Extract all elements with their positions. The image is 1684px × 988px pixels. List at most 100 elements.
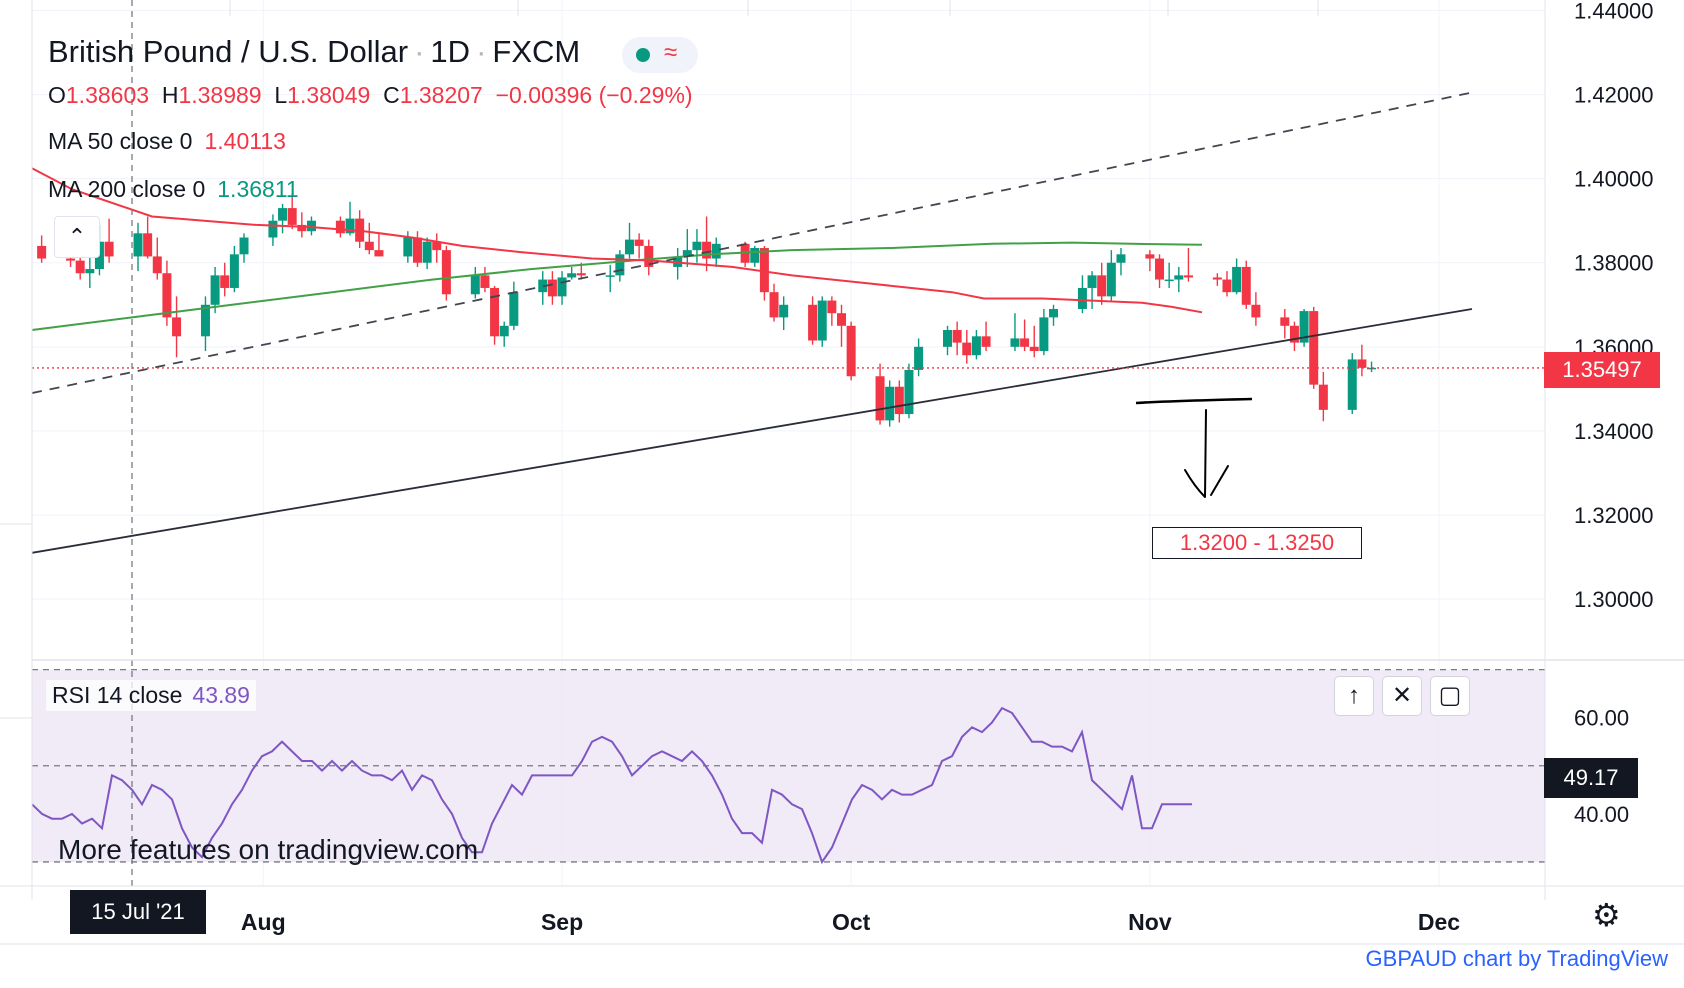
candle-body	[85, 269, 95, 274]
ohlc-values: O1.38603 H1.38989 L1.38049 C1.38207 −0.0…	[48, 82, 693, 108]
collapse-legend-button[interactable]: ⌃	[54, 216, 100, 258]
candle	[538, 271, 548, 305]
candle	[1318, 372, 1328, 422]
maximize-pane-button[interactable]: ▢	[1430, 676, 1470, 716]
candle-body	[210, 275, 220, 305]
ma200-legend[interactable]: MA 200 close 0 1.36811	[48, 176, 299, 202]
candle	[172, 296, 182, 358]
candle-body	[808, 304, 818, 341]
price-series	[37, 193, 1377, 427]
ma50-legend[interactable]: MA 50 close 0 1.40113	[48, 128, 286, 154]
candle	[1232, 258, 1242, 295]
candle-body	[567, 273, 577, 278]
candle-body	[605, 275, 615, 277]
candle	[143, 216, 153, 259]
price-tick-label: 1.38000	[1574, 251, 1654, 276]
ma50-value: 1.40113	[204, 128, 286, 154]
candle	[297, 212, 307, 238]
interval[interactable]: 1D	[430, 34, 471, 69]
time-tick-label: Oct	[832, 909, 871, 935]
upper-trendline	[31, 91, 1473, 394]
target-range-label[interactable]: 1.3200 - 1.3250	[1152, 527, 1362, 559]
candle	[759, 245, 769, 301]
candle-body	[644, 245, 654, 267]
moving-averages	[31, 167, 1203, 331]
candle	[846, 321, 856, 381]
candle	[1116, 248, 1126, 276]
candle	[875, 363, 885, 425]
candle-body	[66, 258, 76, 261]
candle-body	[702, 241, 712, 259]
candle-body	[509, 292, 519, 326]
watermark[interactable]: More features on tradingview.com	[58, 834, 479, 865]
candle-body	[172, 317, 182, 337]
candle	[1222, 271, 1232, 297]
candle	[470, 266, 480, 299]
candle	[1280, 308, 1290, 339]
candle-body	[1222, 279, 1232, 293]
candle	[547, 271, 557, 305]
candle-body	[1347, 359, 1357, 410]
crosshair-date-tag: 15 Jul '21	[70, 890, 206, 934]
candle	[1289, 321, 1299, 352]
candle-body	[1251, 304, 1261, 318]
candle	[769, 283, 779, 322]
down-arrow	[1184, 409, 1229, 498]
rsi-band	[32, 669, 1545, 862]
candle-body	[345, 218, 355, 234]
close-pane-button[interactable]: ✕	[1382, 676, 1422, 716]
candle-body	[634, 239, 644, 246]
move-up-icon: ↑	[1348, 682, 1360, 709]
rsi-value: 43.89	[192, 682, 250, 708]
candle-body	[538, 279, 548, 293]
candle	[268, 214, 278, 246]
candle-body	[268, 220, 278, 238]
candle-body	[914, 346, 924, 370]
candle	[278, 203, 288, 234]
symbol-name[interactable]: British Pound / U.S. Dollar	[48, 34, 409, 69]
rsi-tick-label: 60.00	[1574, 706, 1629, 731]
ma50-line	[31, 167, 1203, 314]
candle-body	[817, 300, 827, 341]
candle-body	[1097, 275, 1107, 297]
rsi-legend[interactable]: RSI 14 close 43.89	[46, 680, 256, 711]
lower-trendline	[31, 308, 1473, 554]
candle	[152, 237, 162, 280]
candle-body	[769, 292, 779, 318]
candle-body	[480, 275, 490, 288]
candle-body	[711, 243, 721, 259]
candle-body	[875, 376, 885, 421]
candle	[306, 216, 316, 236]
candle	[894, 380, 904, 423]
candle	[615, 250, 625, 282]
candle	[837, 304, 847, 347]
candle-body	[682, 250, 692, 257]
candle	[885, 380, 895, 427]
candle	[441, 245, 451, 301]
candle-body	[143, 233, 153, 257]
candle-body	[278, 208, 288, 221]
maximize-icon: ▢	[1438, 682, 1462, 709]
change-value: −0.00396 (−0.29%)	[495, 82, 693, 108]
candle	[432, 233, 442, 263]
price-tick-label: 1.44000	[1574, 0, 1654, 24]
candle-body	[422, 241, 432, 263]
candle-body	[287, 208, 297, 225]
candle-body	[904, 369, 914, 415]
candle-body	[1367, 367, 1377, 370]
rsi-crosshair-tag: 49.17	[1544, 758, 1638, 798]
candle	[1183, 248, 1193, 282]
settings-icon[interactable]: ⚙	[1592, 897, 1621, 933]
candle-body	[1145, 254, 1155, 259]
candle	[1299, 308, 1309, 347]
candle	[827, 296, 837, 326]
candle	[412, 231, 422, 267]
tradingview-credit[interactable]: GBPAUD chart by TradingView	[1365, 946, 1668, 971]
move-pane-up-button[interactable]: ↑	[1334, 676, 1374, 716]
market-status[interactable]: ≈	[622, 37, 698, 73]
candle-body	[1241, 266, 1251, 305]
candle-body	[837, 313, 847, 326]
candle	[1212, 273, 1222, 286]
candle	[557, 271, 567, 305]
